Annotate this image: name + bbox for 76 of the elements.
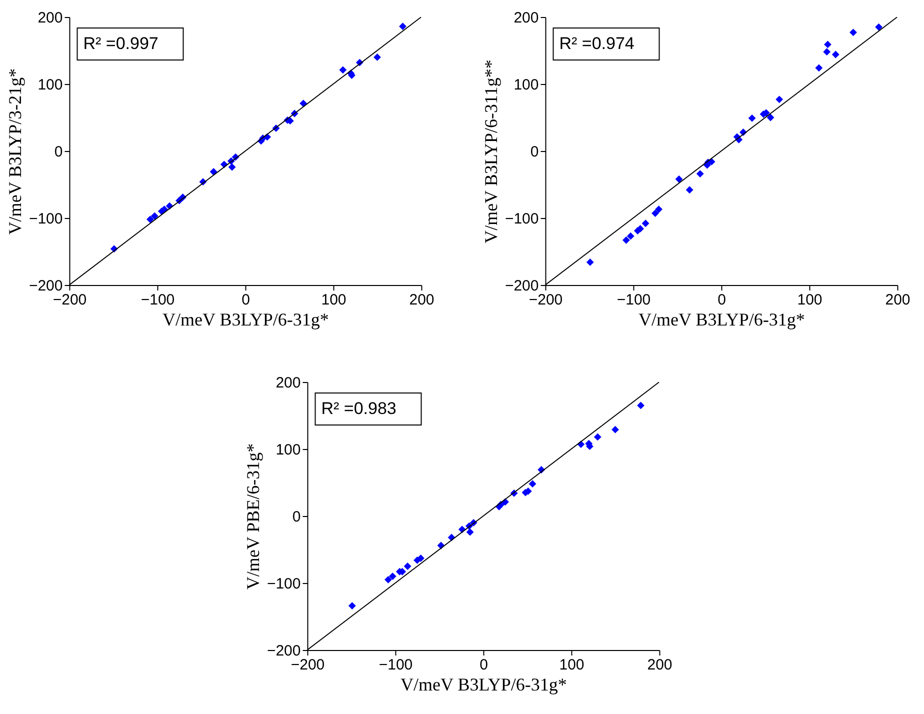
point [696,170,704,178]
x-tick-label: 100 [321,292,346,308]
y-axis-title: V/meV PBE/6-31g* [242,443,263,590]
y-tick-label: 100 [514,76,539,94]
x-tick-label: −100 [616,292,651,308]
x-axis-title: V/meV B3LYP/6-31g* [162,310,329,330]
point [384,576,392,584]
y-tick-label: 200 [38,10,63,26]
x-tick-label: −200 [528,292,563,308]
y-tick-label: 0 [54,144,63,160]
point [612,426,619,434]
point [466,528,474,536]
x-tick-label: 200 [885,292,910,308]
y-tick-label: 100 [38,76,63,94]
x-tick-label: −200 [52,292,87,308]
x-axis-title: V/meV B3LYP/6-31g* [638,310,805,330]
x-tick-label: 200 [409,292,434,308]
point [675,175,683,183]
y-axis-title: V/meV B3LYP/3-21g* [4,68,25,235]
point [875,23,882,31]
annotation: R² =0.997 [83,34,158,53]
y-tick-label: −100 [28,210,63,228]
point [404,562,412,570]
x-tick-label: 100 [559,656,584,674]
point [399,22,406,30]
x-tick-label: −100 [378,656,413,674]
x-tick-label: −100 [140,292,175,308]
x-tick-label: −200 [290,656,325,674]
point [528,480,536,488]
point [300,100,308,108]
point [374,53,381,61]
point [748,114,756,122]
x-axis-title: V/meV B3LYP/6-31g* [400,674,567,694]
point [160,206,168,213]
point [652,210,659,218]
point [622,236,630,244]
point [626,232,634,240]
x-tick-label: 100 [797,292,822,308]
point [686,186,694,194]
point [348,602,356,610]
annotation: R² =0.983 [321,399,396,418]
point [228,163,236,171]
y-tick-label: 200 [514,10,539,26]
point [388,572,396,580]
point [339,66,347,74]
point [832,50,840,58]
y-tick-label: 0 [530,144,539,160]
y-tick-label: −100 [504,210,539,228]
y-tick-label: 200 [276,374,301,392]
x-tick-label: 200 [647,656,672,674]
y-tick-label: −100 [266,576,301,592]
y-tick-label: 0 [292,508,301,526]
point [150,212,158,220]
point [850,28,857,36]
point [642,220,650,228]
point [766,114,774,122]
x-tick-label: 0 [242,292,250,308]
y-axis-title: V/meV B3LYP/6-311g** [480,60,501,244]
point [824,40,832,48]
point [636,225,644,232]
y-tick-label: −200 [504,278,539,294]
point [146,216,154,224]
point [417,554,424,562]
y-tick-label: 100 [276,442,301,458]
annotation: R² =0.974 [559,34,634,53]
point [637,402,644,410]
x-tick-label: 0 [480,656,488,674]
x-tick-label: 0 [718,292,726,308]
point [594,433,602,441]
point [586,258,594,266]
y-tick-label: −200 [28,278,63,294]
point [815,64,823,72]
point [823,48,831,56]
point [776,96,784,104]
y-tick-label: −200 [266,642,301,660]
point [655,206,662,213]
